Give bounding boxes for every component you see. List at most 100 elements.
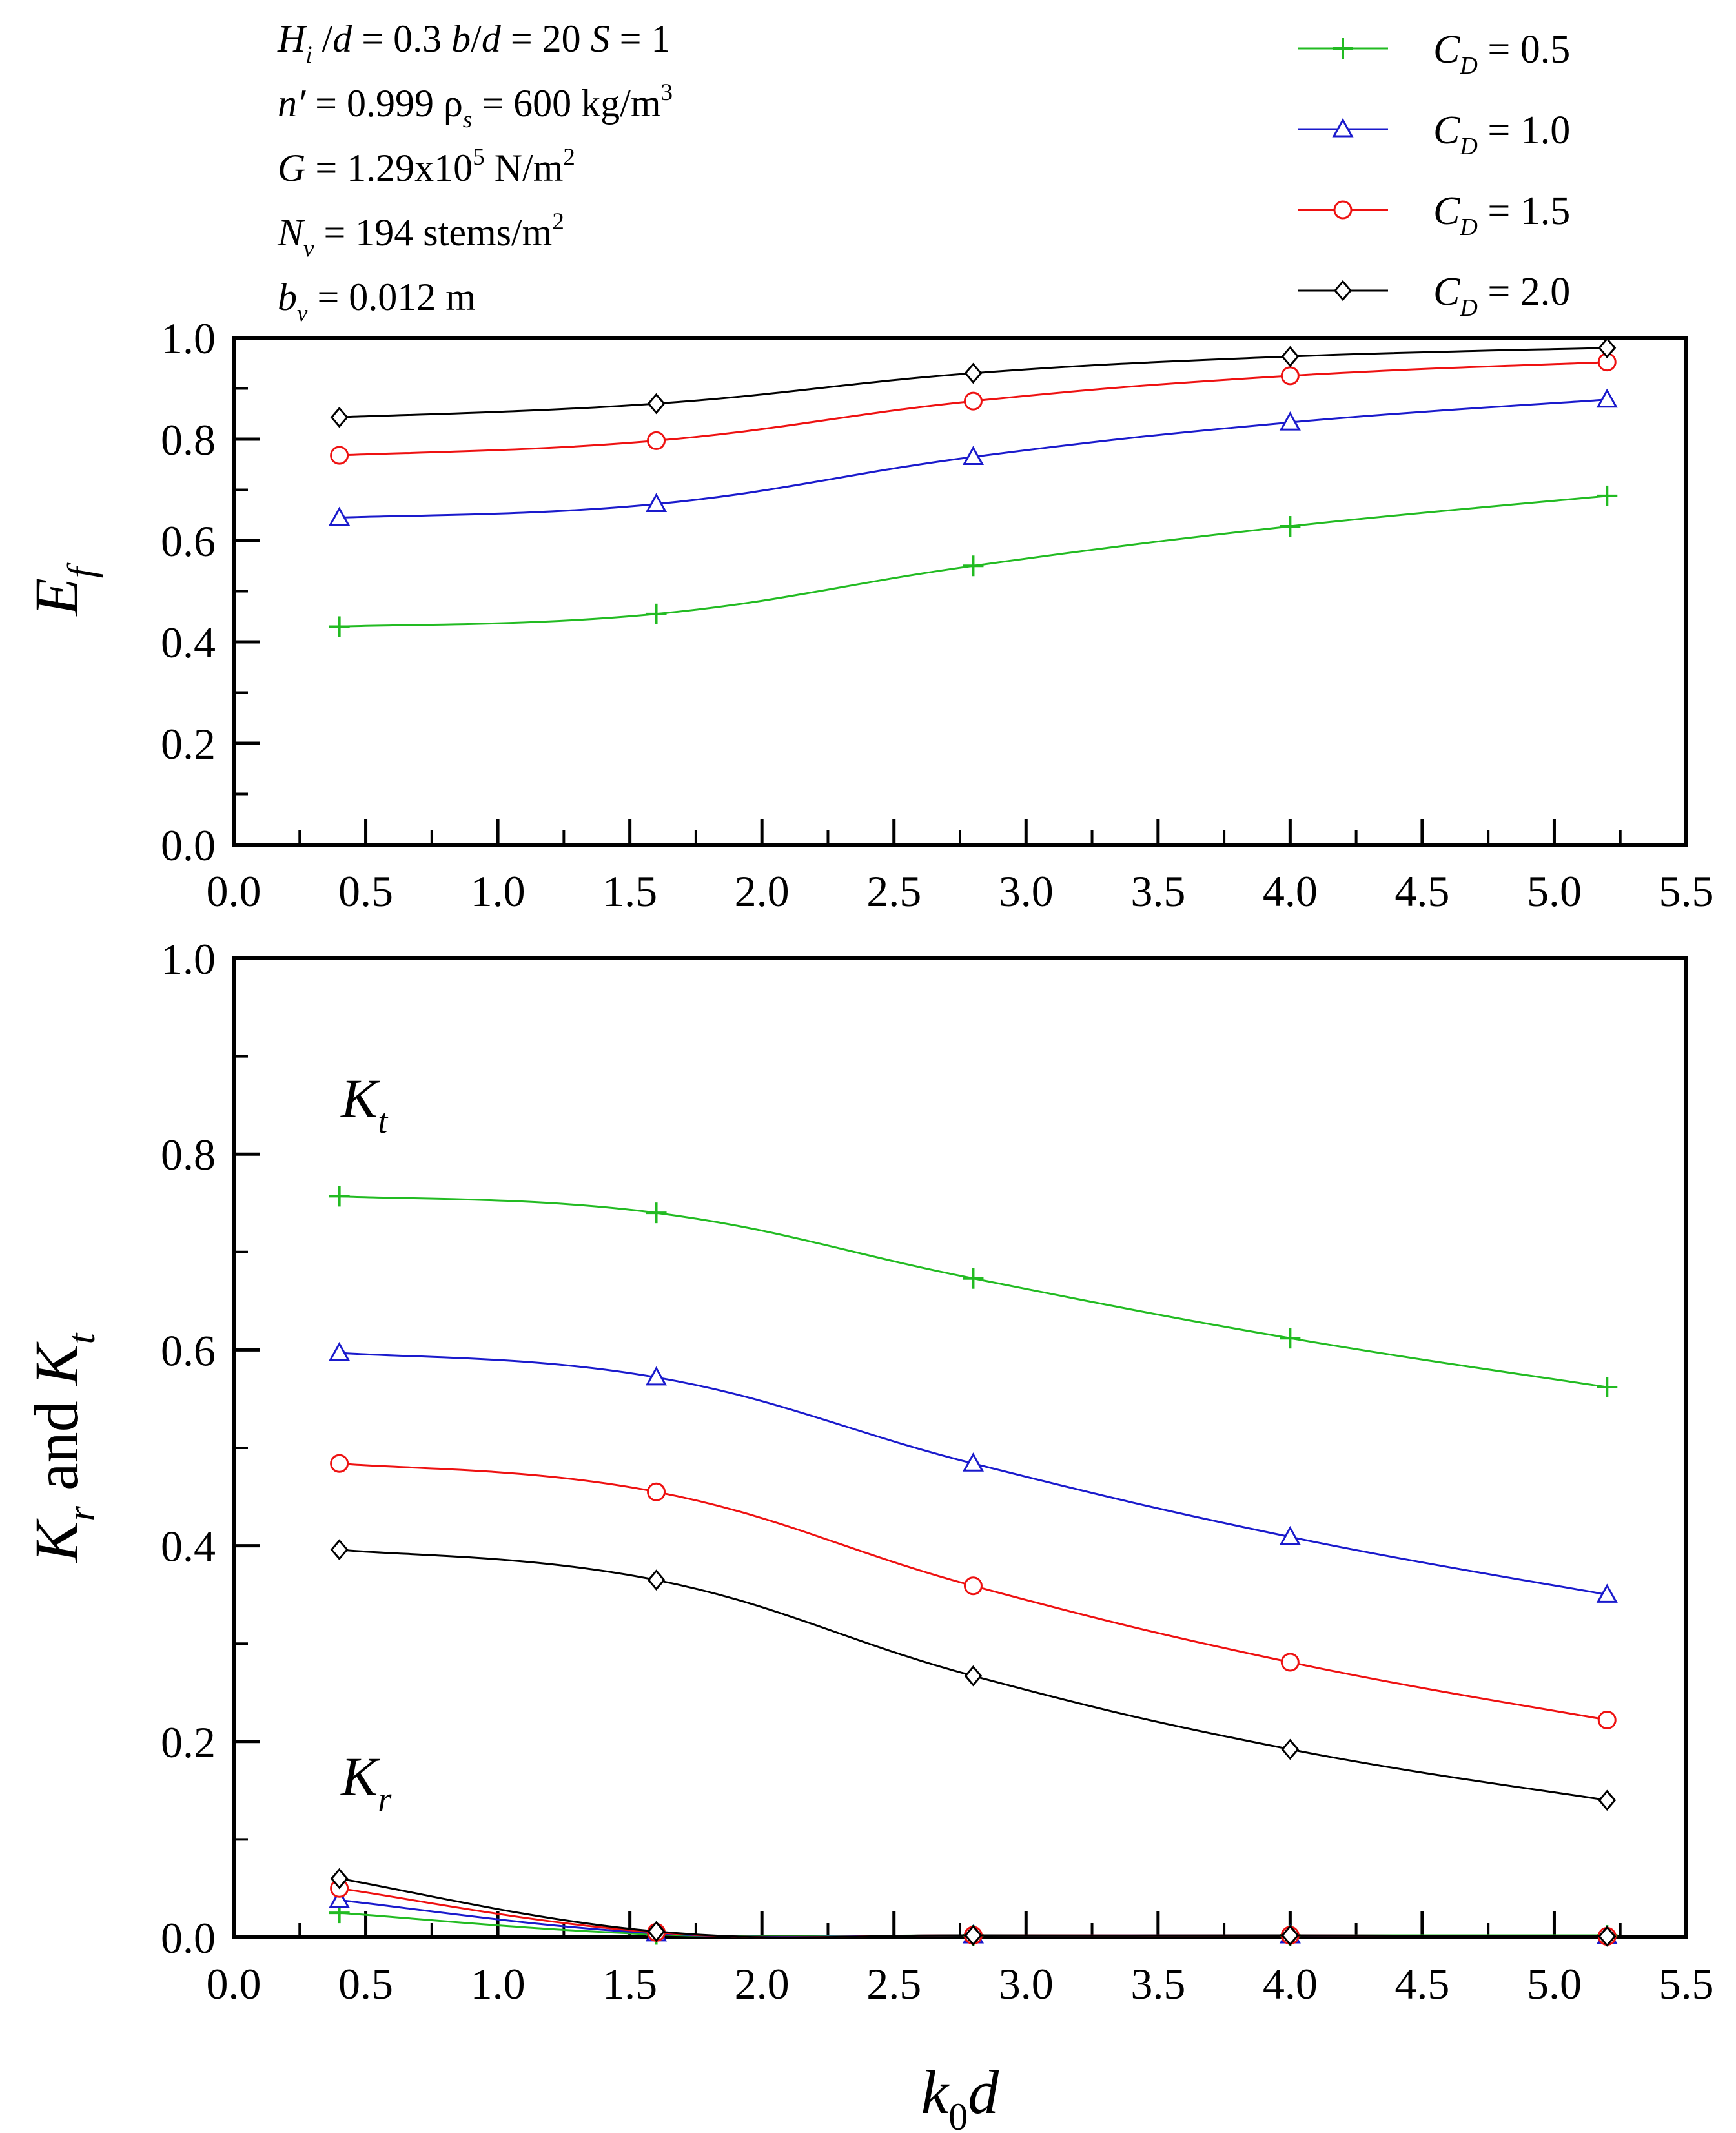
parameter-line: bv = 0.012 m: [278, 276, 476, 327]
data-point: [647, 1482, 666, 1501]
legend-marker: [1332, 118, 1354, 138]
legend-item: CD = 1.0: [1298, 108, 1570, 160]
y-tick-label: 0.6: [161, 1326, 216, 1375]
data-point: [1280, 516, 1301, 537]
parameter-block: Hi /d = 0.3 b/d = 20 S = 1 n′ = 0.999 ρs …: [277, 17, 673, 327]
data-point: [1598, 1926, 1617, 1947]
legend-label: CD = 0.5: [1433, 28, 1570, 79]
data-point: [962, 1452, 985, 1472]
data-point: [329, 1889, 351, 1908]
data-point: [645, 1366, 668, 1386]
y-tick-label: 0.8: [161, 1130, 216, 1179]
y-tick-label: 0.4: [161, 618, 216, 667]
data-point: [647, 393, 666, 415]
x-tick-label: 3.0: [999, 1959, 1054, 2008]
legend-label: CD = 2.0: [1433, 270, 1570, 322]
ef-axis-title: Ef: [22, 562, 103, 617]
x-tick-label: 5.0: [1527, 1959, 1582, 2008]
x-tick-label: 4.5: [1394, 1959, 1449, 2008]
data-point: [329, 506, 351, 526]
x-tick-label: 4.5: [1394, 867, 1449, 916]
data-point: [646, 1202, 667, 1224]
x-tick-label: 1.0: [471, 1959, 526, 2008]
data-point: [330, 1454, 349, 1473]
data-point: [1280, 1328, 1301, 1349]
x-tick-label: 5.5: [1659, 1959, 1714, 2008]
data-point: [645, 493, 668, 512]
x-tick-label: 3.5: [1130, 867, 1185, 916]
data-point: [1280, 1653, 1300, 1672]
data-point: [329, 1341, 351, 1361]
data-point: [1281, 1924, 1300, 1946]
data-point: [330, 1868, 349, 1890]
data-point: [646, 603, 667, 624]
x-tick-label: 0.5: [338, 1959, 393, 2008]
x-tick-label: 0.0: [207, 867, 261, 916]
x-tick-label: 3.0: [999, 867, 1054, 916]
x-tick-label: 5.5: [1659, 867, 1714, 916]
parameter-line: n′ = 0.999 ρs = 600 kg/m3: [278, 79, 673, 133]
data-point: [963, 1576, 983, 1596]
data-point: [1598, 1789, 1617, 1811]
data-point: [1596, 1583, 1618, 1603]
x-tick-label: 2.5: [866, 1959, 921, 2008]
data-point: [330, 406, 349, 428]
y-tick-label: 1.0: [161, 934, 216, 984]
x-tick-label: 2.0: [735, 1959, 790, 2008]
x-tick-label: 0.5: [338, 867, 393, 916]
kr-kt-panel: 0.0 0.5 1.0 1.5 2.0 2.5 3.0 3.5 4.0 4.5 5.0 5.5 0.0 0…: [161, 934, 1714, 2008]
x-tick-label: 1.5: [602, 1959, 657, 2008]
data-point: [1280, 366, 1300, 386]
plot-frame: [232, 956, 1688, 1939]
data-point: [964, 362, 983, 384]
data-point: [964, 1924, 983, 1946]
data-point: [647, 1921, 666, 1942]
legend-item: CD = 1.5: [1298, 189, 1570, 241]
data-point: [964, 1665, 983, 1687]
kt-curve-label: Kt: [340, 1067, 389, 1140]
data-point: [963, 1268, 984, 1289]
x-tick-label: 4.0: [1263, 1959, 1318, 2008]
x-tick-label: 3.5: [1130, 1959, 1185, 2008]
data-point: [329, 616, 350, 637]
y-tick-label: 1.0: [161, 314, 216, 363]
y-tick-label: 0.2: [161, 719, 216, 768]
x-tick-label: 2.5: [866, 867, 921, 916]
data-point: [1597, 1710, 1617, 1729]
data-point: [963, 555, 984, 577]
series-line: [339, 1195, 1608, 1388]
data-point: [330, 446, 349, 465]
x-tick-label: 5.0: [1527, 867, 1582, 916]
legend-marker: [1334, 280, 1352, 302]
legend-marker: [1333, 200, 1353, 220]
data-point: [1596, 388, 1618, 408]
parameter-line: Hi /d = 0.3 b/d = 20 S = 1: [277, 17, 671, 68]
y-tick-label: 0.8: [161, 415, 216, 464]
data-point: [329, 1186, 350, 1207]
legend: CD = 0.5 CD = 1.0 CD = 1.5 CD = 2.0: [1298, 28, 1570, 322]
y-tick-label: 0.0: [161, 821, 216, 870]
data-point: [962, 446, 985, 465]
legend-label: CD = 1.5: [1433, 189, 1570, 241]
y-tick-label: 0.0: [161, 1913, 216, 1963]
legend-label: CD = 1.0: [1433, 108, 1570, 160]
legend-marker: [1333, 38, 1353, 59]
ef-panel: 0.0 0.5 1.0 1.5 2.0 2.5 3.0 3.5 4.0 4.5 5.0 5.5 0.0 0…: [161, 314, 1714, 916]
x-tick-label: 1.0: [471, 867, 526, 916]
x-tick-label: 4.0: [1263, 867, 1318, 916]
y-tick-label: 0.2: [161, 1718, 216, 1767]
x-tick-label: 2.0: [735, 867, 790, 916]
legend-item: CD = 0.5: [1298, 28, 1570, 79]
x-tick-label: 0.0: [207, 1959, 261, 2008]
data-point: [647, 1569, 666, 1591]
x-axis-title: k0d: [921, 2057, 1000, 2133]
data-point: [1597, 485, 1618, 506]
data-point: [647, 431, 666, 450]
x-tick-label: 1.5: [602, 867, 657, 916]
y-tick-label: 0.4: [161, 1522, 216, 1571]
kr-curve-label: Kr: [340, 1746, 392, 1819]
y-tick-label: 0.6: [161, 517, 216, 566]
data-point: [1279, 411, 1301, 431]
data-point: [1279, 1525, 1301, 1545]
